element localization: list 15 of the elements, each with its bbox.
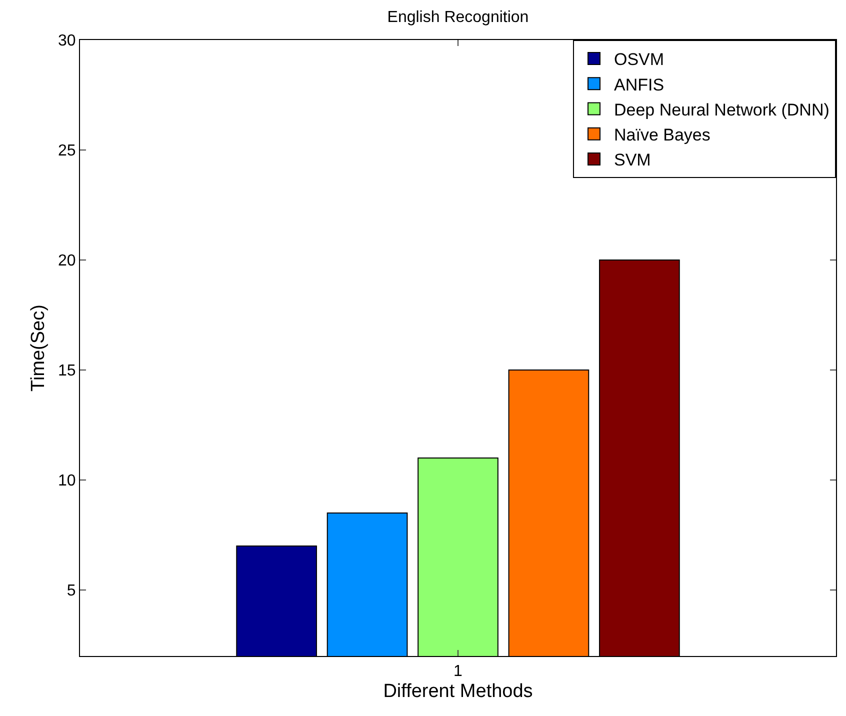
chart-title: English Recognition [387, 8, 529, 26]
legend-label: SVM [614, 150, 651, 170]
y-tick-label: 10 [58, 472, 76, 490]
y-tick-label: 30 [58, 32, 76, 50]
x-tick-label: 1 [454, 663, 463, 680]
y-tick-label: 5 [66, 582, 76, 600]
y-axis-title: Time(Sec) [28, 304, 49, 392]
x-axis-title: Different Methods [383, 681, 533, 702]
legend-label: OSVM [614, 50, 664, 70]
legend-label: Naïve Bayes [614, 125, 710, 144]
y-tick-label: 20 [58, 252, 76, 270]
y-tick-label: 15 [58, 362, 76, 380]
legend-label: ANFIS [614, 75, 664, 94]
legend-label: Deep Neural Network (DNN) [614, 100, 830, 120]
y-tick-label: 25 [58, 142, 76, 160]
